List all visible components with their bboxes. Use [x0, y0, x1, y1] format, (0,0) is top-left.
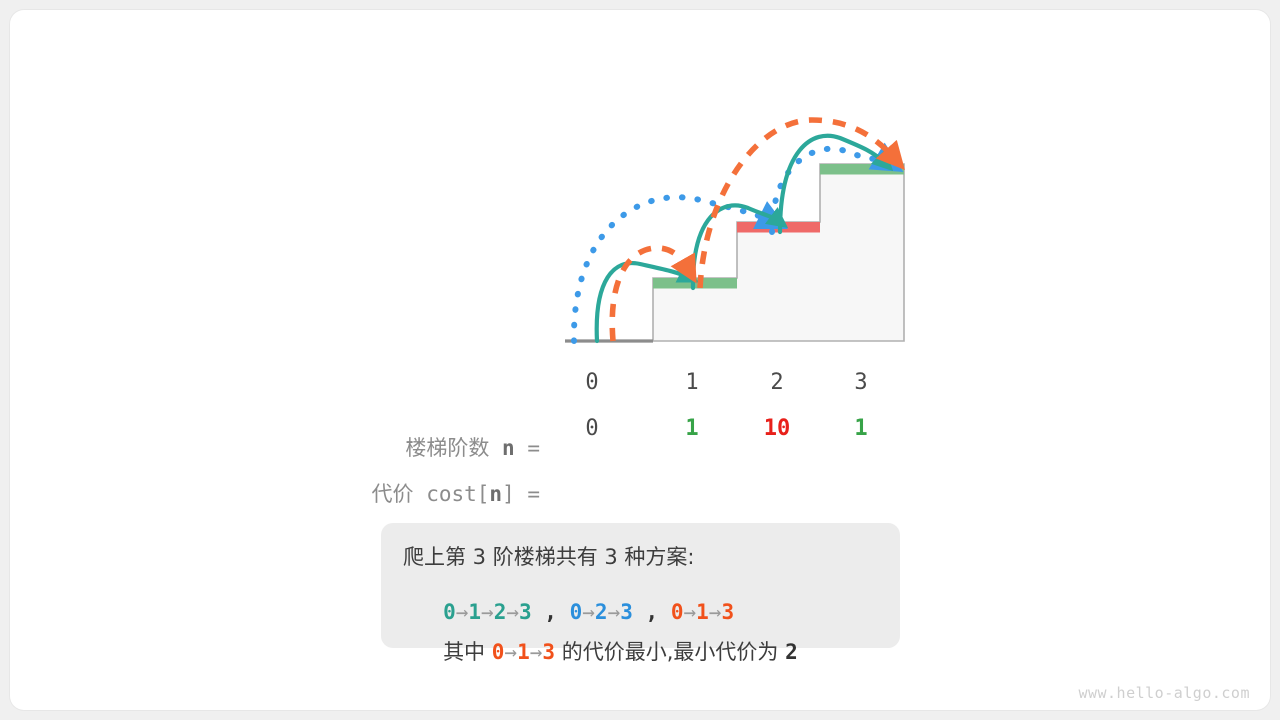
cell-n-3: 3	[854, 370, 868, 395]
arc-blue-2-to-3	[769, 142, 904, 235]
row-step-index-label-suffix: =	[514, 436, 540, 460]
arc-orange-0-to-1	[609, 245, 697, 342]
summary-line-3-prefix: 其中	[443, 640, 492, 664]
staircase-steps	[565, 163, 905, 343]
path-a-arrow-0: →	[455, 600, 469, 624]
summary-line-2: 0→1→2→3 , 0→2→3 , 0→1→3	[403, 576, 734, 648]
cell-cost-2: 10	[763, 416, 791, 441]
cell-n-2: 2	[770, 370, 784, 395]
path-c-arrow-1: →	[708, 600, 722, 624]
row-cost-label-suffix: ] =	[502, 482, 540, 506]
row-cost-label-var: n	[489, 482, 503, 506]
path-c-node-2: 3	[721, 600, 735, 624]
summary-box: 爬上第 3 阶楼梯共有 3 种方案: 0→1→2→3 , 0→2→3 , 0→1…	[381, 523, 900, 664]
min-cost-value: 2	[785, 640, 798, 664]
best-path-node-2: 3	[542, 640, 556, 664]
path-c-node-1: 1	[696, 600, 709, 624]
arc-teal-1-to-2	[690, 203, 789, 291]
row-cost: 代价 cost[n] =	[0, 416, 540, 506]
path-a-arrow-1: →	[481, 600, 494, 624]
path-separator-1: ,	[531, 600, 570, 624]
summary-line-1: 爬上第 3 阶楼梯共有 3 种方案:	[403, 545, 695, 569]
path-c-node-0: 0	[670, 600, 684, 624]
best-path-arrow-1: →	[529, 640, 543, 664]
row-step-index-label-var: n	[502, 436, 515, 460]
summary-line-3-middle: 的代价最小,最小代价为	[555, 640, 786, 664]
path-a-node-2: 2	[493, 600, 507, 624]
summary-line-3: 其中 0→1→3 的代价最小,最小代价为 2	[403, 612, 798, 690]
path-a-node-3: 3	[519, 600, 532, 624]
best-path-node-0: 0	[491, 640, 505, 664]
path-c-arrow-0: →	[683, 600, 697, 624]
cell-n-0: 0	[585, 370, 599, 395]
path-b-node-1: 2	[594, 600, 608, 624]
path-b-node-2: 3	[620, 600, 633, 624]
path-b-arrow-0: →	[582, 600, 595, 624]
cost-bar-step3	[820, 164, 904, 175]
row-step-index-label-prefix: 楼梯阶数	[405, 436, 503, 460]
best-path-arrow-0: →	[504, 640, 518, 664]
row-step-index: 楼梯阶数 n =	[0, 370, 540, 460]
row-cost-label: 代价 cost[n] =	[296, 454, 540, 532]
arc-orange-1-to-3	[697, 117, 905, 289]
cell-cost-3: 1	[854, 416, 868, 441]
arc-teal-2-to-3	[777, 133, 894, 235]
watermark: www.hello-algo.com	[1078, 684, 1250, 702]
row-step-index-label: 楼梯阶数 n =	[330, 408, 540, 486]
path-a-node-1: 1	[468, 600, 482, 624]
best-path-node-1: 1	[517, 640, 530, 664]
transition-arcs-orange	[609, 117, 905, 342]
cell-cost-1: 1	[685, 416, 699, 441]
transition-arcs-blue	[570, 142, 904, 344]
path-b-node-0: 0	[569, 600, 583, 624]
path-separator-2: ,	[632, 600, 671, 624]
row-cost-label-prefix: 代价 cost[	[371, 482, 490, 506]
path-b-arrow-1: →	[607, 600, 621, 624]
path-a-arrow-2: →	[506, 600, 519, 624]
cell-n-1: 1	[685, 370, 699, 395]
path-a-node-0: 0	[443, 600, 456, 624]
step-body	[652, 163, 905, 342]
cell-cost-0: 0	[585, 416, 599, 441]
